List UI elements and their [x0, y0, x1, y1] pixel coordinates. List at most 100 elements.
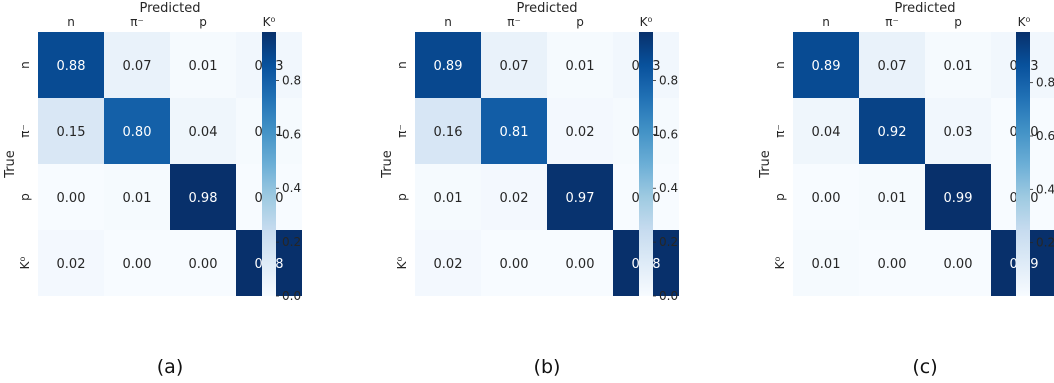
column-tick-label: K⁰: [640, 15, 653, 29]
cell-value-label: 0.02: [57, 257, 86, 272]
x-axis-label: Predicted: [139, 1, 200, 16]
column-tick-label: K⁰: [1018, 15, 1031, 29]
cell-value-label: 0.00: [500, 257, 529, 272]
heatmap-cell: [793, 230, 859, 296]
colorbar-tick-label: 0.8: [659, 73, 678, 87]
cell-value-label: 0.99: [944, 191, 973, 206]
cell-value-label: 0.04: [189, 125, 218, 140]
heatmap-cell: [104, 230, 170, 296]
heatmap-cell: [415, 32, 481, 98]
heatmap-cell: [925, 164, 991, 230]
heatmap-cell: [481, 164, 547, 230]
cell-value-label: 0.00: [944, 257, 973, 272]
colorbar-tick-label: 0.2: [1036, 236, 1054, 250]
heatmap-cell: [793, 32, 859, 98]
heatmap-cell: [547, 32, 613, 98]
row-tick-label: p: [773, 193, 787, 201]
row-tick-label: K⁰: [395, 256, 409, 269]
cell-value-label: 0.01: [566, 59, 595, 74]
colorbar-tick-label: 0.2: [282, 235, 301, 249]
column-tick-label: K⁰: [263, 15, 276, 29]
row-tick-label: n: [395, 61, 409, 69]
cell-value-label: 0.01: [812, 257, 841, 272]
heatmap-cell: [170, 32, 236, 98]
cell-value-label: 0.00: [878, 257, 907, 272]
colorbar-tick-label: 0.4: [659, 181, 678, 195]
heatmap-cell: [104, 32, 170, 98]
heatmap-cell: [547, 98, 613, 164]
cell-value-label: 0.01: [189, 59, 218, 74]
column-tick-label: n: [822, 15, 830, 29]
cell-value-label: 0.07: [878, 59, 907, 74]
row-tick-label: π⁻: [773, 124, 787, 138]
cell-value-label: 0.01: [878, 191, 907, 206]
row-tick-label: p: [395, 193, 409, 201]
heatmap-cell: [793, 164, 859, 230]
colorbar-tick-label: 0.2: [659, 235, 678, 249]
row-tick-label: n: [18, 61, 32, 69]
heatmap-cell: [38, 98, 104, 164]
heatmap-cell: [793, 98, 859, 164]
cell-value-label: 0.16: [434, 125, 463, 140]
column-tick-label: n: [67, 15, 75, 29]
heatmap-cell: [859, 164, 925, 230]
colorbar: [639, 32, 653, 296]
cell-value-label: 0.97: [566, 191, 595, 206]
cell-value-label: 0.04: [812, 125, 841, 140]
heatmap-cell: [481, 230, 547, 296]
heatmap-cell: [415, 230, 481, 296]
heatmap-cell: [547, 164, 613, 230]
confusion-matrix-panel-2: 0.890.070.010.030.160.810.020.010.010.02…: [380, 1, 679, 378]
cell-value-label: 0.89: [812, 59, 841, 74]
cell-value-label: 0.01: [434, 191, 463, 206]
heatmap-cell: [925, 98, 991, 164]
heatmap-cell: [925, 230, 991, 296]
y-axis-label: True: [380, 150, 395, 179]
cell-value-label: 0.81: [500, 125, 529, 140]
cell-value-label: 0.00: [566, 257, 595, 272]
colorbar-tick-label: 0.0: [659, 289, 678, 303]
column-tick-label: p: [576, 15, 584, 29]
cell-value-label: 0.02: [434, 257, 463, 272]
colorbar: [1016, 32, 1030, 296]
cell-value-label: 0.00: [57, 191, 86, 206]
cell-value-label: 0.07: [123, 59, 152, 74]
panel-caption: (c): [912, 356, 937, 378]
colorbar-tick-label: 0.6: [659, 127, 678, 141]
heatmap-cell: [481, 98, 547, 164]
colorbar-tick-label: 0.4: [1036, 182, 1054, 196]
colorbar-tick-label: 0.4: [282, 181, 301, 195]
cell-value-label: 0.98: [189, 191, 218, 206]
cell-value-label: 0.03: [944, 125, 973, 140]
heatmap-cell: [415, 164, 481, 230]
heatmap-cell: [859, 32, 925, 98]
x-axis-label: Predicted: [516, 1, 577, 16]
column-tick-label: n: [444, 15, 452, 29]
y-axis-label: True: [758, 150, 773, 179]
heatmap-cell: [104, 98, 170, 164]
cell-value-label: 0.15: [57, 125, 86, 140]
heatmap-cell: [925, 32, 991, 98]
row-tick-label: K⁰: [18, 256, 32, 269]
row-tick-label: n: [773, 61, 787, 69]
cell-value-label: 0.02: [566, 125, 595, 140]
cell-value-label: 0.88: [57, 59, 86, 74]
x-axis-label: Predicted: [894, 1, 955, 16]
heatmap-cell: [170, 164, 236, 230]
column-tick-label: π⁻: [130, 15, 144, 29]
cell-value-label: 0.00: [189, 257, 218, 272]
colorbar-tick-label: 0.6: [1036, 129, 1054, 143]
cell-value-label: 0.89: [434, 59, 463, 74]
panel-caption: (a): [157, 356, 183, 378]
row-tick-label: p: [18, 193, 32, 201]
cell-value-label: 0.02: [500, 191, 529, 206]
colorbar-tick-label: 0.8: [1036, 76, 1054, 90]
cell-value-label: 0.80: [123, 125, 152, 140]
panel-caption: (b): [534, 356, 561, 378]
heatmap-cell: [481, 32, 547, 98]
column-tick-label: π⁻: [507, 15, 521, 29]
heatmap-cell: [38, 164, 104, 230]
heatmap-cell: [859, 230, 925, 296]
cell-value-label: 0.00: [123, 257, 152, 272]
